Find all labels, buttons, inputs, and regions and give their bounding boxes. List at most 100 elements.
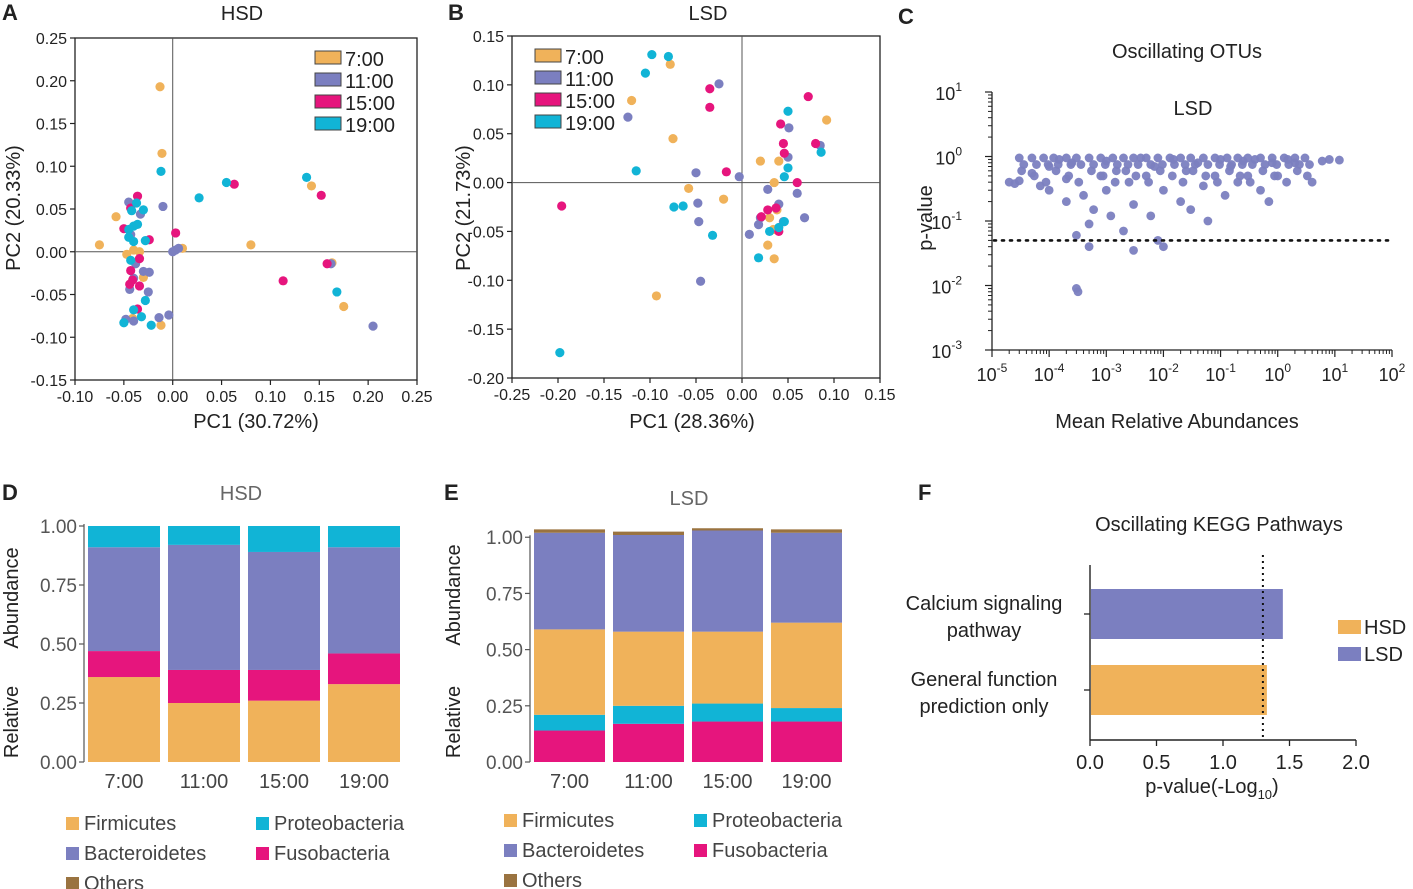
panel-c-point: [1073, 287, 1083, 297]
panel-c-ytick-label: 10-3: [931, 338, 962, 362]
panel-e-bar-proteobacteria: [534, 714, 605, 731]
panel-a-legend-swatch: [314, 94, 342, 109]
panel-e-bar-proteobacteria: [613, 705, 684, 724]
panel-b-point-1500: [803, 91, 813, 102]
panel-d-legend-label: Proteobacteria: [274, 813, 405, 835]
panel-b-point-1100: [691, 168, 701, 178]
panel-a-point-700: [134, 247, 145, 257]
panel-b-xtick-label: -0.10: [632, 387, 669, 404]
panel-c-point: [1144, 177, 1153, 187]
panel-e-xtick-label: 15:00: [702, 771, 752, 793]
panel-d-legend-swatch: [256, 817, 269, 830]
panel-c-point: [1066, 160, 1076, 169]
panel-d-legend-label: Bacteroidetes: [84, 843, 206, 865]
panel-c-point: [1178, 177, 1188, 187]
panel-b-point-700: [665, 59, 675, 69]
panel-c-ylabel: p-value: [915, 185, 937, 251]
panel-e-bar-firmicutes: [692, 631, 763, 704]
panel-b-xtick-label: 0.15: [864, 387, 895, 404]
panel-e-ylabel-top: Abundance: [443, 544, 465, 645]
panel-c-point: [1119, 226, 1128, 236]
panel-b-point-1500: [763, 205, 773, 215]
panel-a-point-1900: [138, 205, 148, 215]
panel-c-point: [1141, 153, 1151, 163]
panel-c-xtick-exponent: -5: [997, 361, 1008, 375]
panel-b-point-1500: [811, 138, 821, 149]
panel-c-point: [1084, 219, 1094, 229]
panel-d-legend-label: Others: [84, 873, 144, 889]
panel-b-point-1100: [792, 188, 802, 198]
panel-c-point: [1233, 153, 1243, 163]
panel-d-ytick-label: 0.50: [40, 635, 77, 656]
panel-e-legend-swatch: [504, 874, 517, 887]
panel-a-point-1900: [221, 177, 232, 188]
panel-e-bar-bacteroidetes: [771, 532, 842, 623]
panel-c-point: [1170, 160, 1179, 169]
panel-c-point: [1267, 153, 1277, 163]
panel-a-point-1900: [140, 236, 150, 246]
panel-e-xtick-label: 19:00: [781, 771, 831, 793]
panel-e-legend-label: Firmicutes: [522, 810, 614, 832]
panel-a-ytick-label: 0.20: [36, 74, 67, 91]
panel-d-legend-swatch: [66, 877, 79, 889]
panel-a-xtick-label: 0.15: [304, 389, 335, 406]
panel-c-point: [1084, 242, 1094, 252]
panel-c-point: [1124, 177, 1134, 187]
panel-b-point-1100: [763, 184, 773, 195]
panel-d-bar-fusobacteria: [248, 669, 320, 701]
panel-c-point: [1072, 153, 1081, 163]
panel-d-bar-fusobacteria: [328, 653, 400, 685]
panel-c-point: [1279, 153, 1289, 163]
panel-c-xlabel: Mean Relative Abundances: [1055, 411, 1299, 433]
panel-c-point: [1264, 197, 1274, 206]
panel-a-xtick-label: -0.05: [106, 389, 143, 406]
panel-c-title: Oscillating OTUs: [1112, 41, 1262, 63]
panel-d-title: HSD: [220, 483, 262, 505]
panel-c-ytick-exponent: 1: [955, 80, 962, 94]
panel-a-ytick-label: 0.00: [36, 245, 67, 262]
panel-d-ytick-label: 0.00: [40, 753, 77, 774]
panel-d-bar-proteobacteria: [168, 526, 240, 545]
panel-b-point-1500: [557, 201, 567, 211]
panel-c-point: [1098, 171, 1108, 181]
panel-c-xtick-label: 10-2: [1148, 361, 1179, 385]
panel-a-point-1100: [144, 267, 154, 277]
panel-c-point: [1159, 185, 1168, 195]
panel-b-xtick-label: 0.00: [726, 387, 757, 404]
panel-b-legend-swatch: [534, 48, 562, 63]
panel-c-point: [1210, 153, 1220, 163]
panel-e-ytick-label: 0.25: [486, 697, 523, 718]
panel-letter-e: E: [444, 480, 459, 505]
panel-b-point-1900: [783, 163, 793, 173]
panel-f-legend-swatch: [1338, 620, 1361, 634]
panel-a-ylabel: PC2 (20.33%): [3, 145, 25, 271]
panel-c-xtick-exponent: 1: [1342, 361, 1349, 375]
panel-b-point-1100: [753, 219, 764, 230]
panel-c-xtick-exponent: -2: [1168, 361, 1179, 375]
panel-a-legend-label: 19:00: [345, 115, 395, 137]
panel-c-point: [1270, 171, 1279, 181]
panel-a-xlabel: PC1 (30.72%): [193, 411, 319, 433]
panel-e-ylabel-bottom: Relative: [443, 686, 465, 758]
panel-c-point: [1324, 155, 1334, 164]
panel-d-ylabel-top: Abundance: [1, 547, 23, 648]
panel-c-ytick-label: 101: [935, 80, 962, 104]
panel-b-point-700: [769, 177, 779, 188]
panel-a-point-1500: [132, 191, 143, 201]
panel-c-point: [1087, 166, 1096, 176]
panel-c-ytick-label: 100: [935, 145, 962, 169]
panel-d-bar-fusobacteria: [88, 651, 160, 678]
panel-e-bar-others: [534, 529, 605, 533]
panel-c-point: [1061, 153, 1071, 163]
panel-a-ytick-label: 0.05: [36, 202, 67, 219]
panel-c-point: [1334, 155, 1344, 165]
panel-e-legend-label: Proteobacteria: [712, 810, 843, 832]
panel-c-point: [1146, 211, 1156, 221]
panel-b-xtick-label: 0.10: [818, 387, 849, 404]
panel-d-legend-label: Firmicutes: [84, 813, 176, 835]
panel-c-subtitle: LSD: [1174, 98, 1213, 120]
panel-b-point-1500: [776, 119, 786, 129]
panel-c-point: [1176, 153, 1186, 163]
panel-c-point: [1186, 205, 1196, 215]
panel-e-legend-swatch: [694, 814, 707, 827]
